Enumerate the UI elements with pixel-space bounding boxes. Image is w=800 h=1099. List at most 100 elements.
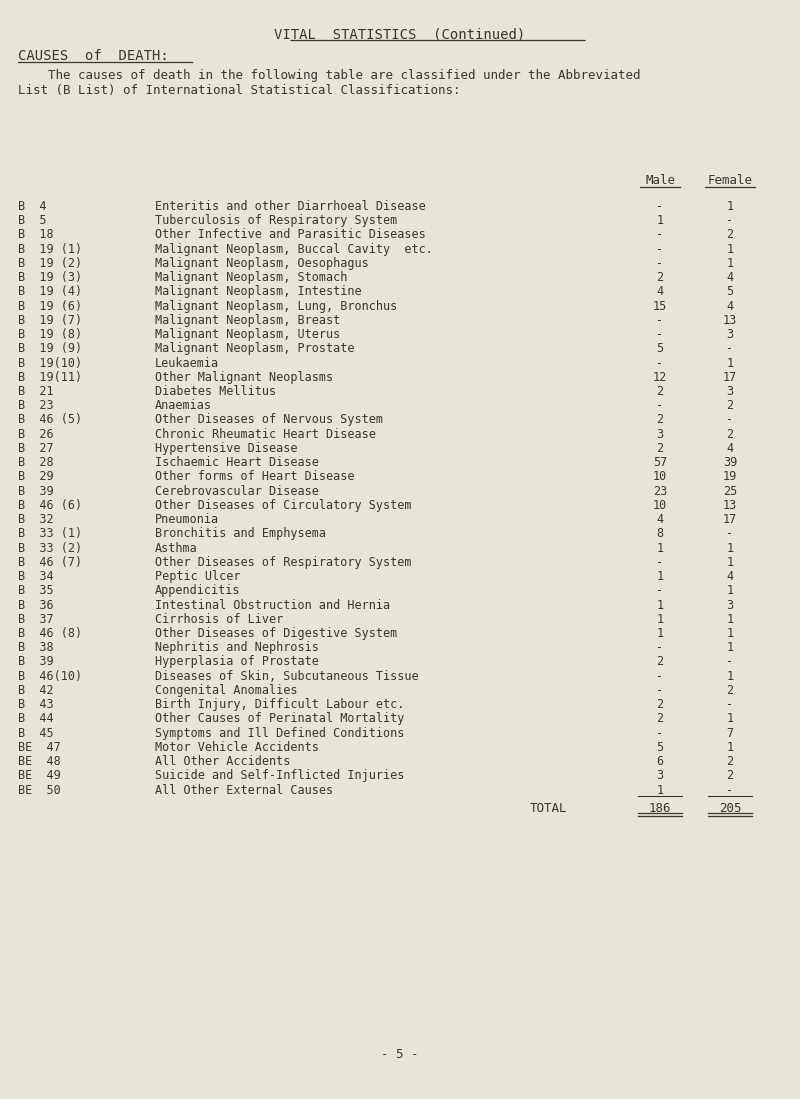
Text: 17: 17 — [723, 513, 737, 526]
Text: 1: 1 — [726, 356, 734, 369]
Text: 1: 1 — [657, 613, 663, 625]
Text: List (B List) of International Statistical Classifications:: List (B List) of International Statistic… — [18, 84, 461, 97]
Text: Cirrhosis of Liver: Cirrhosis of Liver — [155, 613, 283, 625]
Text: Hypertensive Disease: Hypertensive Disease — [155, 442, 298, 455]
Text: Malignant Neoplasm, Prostate: Malignant Neoplasm, Prostate — [155, 343, 354, 355]
Text: Bronchitis and Emphysema: Bronchitis and Emphysema — [155, 528, 326, 541]
Text: 1: 1 — [726, 257, 734, 270]
Text: Malignant Neoplasm, Breast: Malignant Neoplasm, Breast — [155, 314, 340, 326]
Text: 5: 5 — [657, 343, 663, 355]
Text: B  43: B 43 — [18, 698, 54, 711]
Text: 5: 5 — [726, 286, 734, 299]
Text: B  38: B 38 — [18, 641, 54, 654]
Text: B  19 (3): B 19 (3) — [18, 271, 82, 285]
Text: -: - — [657, 329, 663, 341]
Text: 1: 1 — [657, 214, 663, 227]
Text: CAUSES  of  DEATH:: CAUSES of DEATH: — [18, 49, 169, 64]
Text: Other Diseases of Circulatory System: Other Diseases of Circulatory System — [155, 499, 411, 512]
Text: Other Diseases of Respiratory System: Other Diseases of Respiratory System — [155, 556, 411, 569]
Text: 7: 7 — [726, 726, 734, 740]
Text: 2: 2 — [726, 399, 734, 412]
Text: 4: 4 — [657, 286, 663, 299]
Text: B  36: B 36 — [18, 599, 54, 611]
Text: B  23: B 23 — [18, 399, 54, 412]
Text: 2: 2 — [657, 271, 663, 285]
Text: B  21: B 21 — [18, 385, 54, 398]
Text: Suicide and Self-Inflicted Injuries: Suicide and Self-Inflicted Injuries — [155, 769, 404, 782]
Text: -: - — [726, 698, 734, 711]
Text: 4: 4 — [726, 300, 734, 312]
Text: Anaemias: Anaemias — [155, 399, 212, 412]
Text: Chronic Rheumatic Heart Disease: Chronic Rheumatic Heart Disease — [155, 428, 376, 441]
Text: 3: 3 — [726, 599, 734, 611]
Text: 2: 2 — [657, 385, 663, 398]
Text: Other Causes of Perinatal Mortality: Other Causes of Perinatal Mortality — [155, 712, 404, 725]
Text: 1: 1 — [726, 626, 734, 640]
Text: 1: 1 — [726, 556, 734, 569]
Text: -: - — [657, 356, 663, 369]
Text: 4: 4 — [726, 271, 734, 285]
Text: Pneumonia: Pneumonia — [155, 513, 219, 526]
Text: Birth Injury, Difficult Labour etc.: Birth Injury, Difficult Labour etc. — [155, 698, 404, 711]
Text: 6: 6 — [657, 755, 663, 768]
Text: 1: 1 — [657, 599, 663, 611]
Text: -: - — [726, 528, 734, 541]
Text: 3: 3 — [726, 385, 734, 398]
Text: 4: 4 — [726, 570, 734, 584]
Text: -: - — [726, 784, 734, 797]
Text: 2: 2 — [726, 755, 734, 768]
Text: 19: 19 — [723, 470, 737, 484]
Text: B  46 (5): B 46 (5) — [18, 413, 82, 426]
Text: All Other Accidents: All Other Accidents — [155, 755, 290, 768]
Text: Leukaemia: Leukaemia — [155, 356, 219, 369]
Text: B  19 (2): B 19 (2) — [18, 257, 82, 270]
Text: 2: 2 — [657, 698, 663, 711]
Text: 2: 2 — [657, 442, 663, 455]
Text: B  45: B 45 — [18, 726, 54, 740]
Text: Asthma: Asthma — [155, 542, 198, 555]
Text: 186: 186 — [649, 802, 671, 814]
Text: Tuberculosis of Respiratory System: Tuberculosis of Respiratory System — [155, 214, 398, 227]
Text: -: - — [657, 314, 663, 326]
Text: Female: Female — [707, 174, 753, 187]
Text: 4: 4 — [657, 513, 663, 526]
Text: B  19 (6): B 19 (6) — [18, 300, 82, 312]
Text: Congenital Anomalies: Congenital Anomalies — [155, 684, 298, 697]
Text: B  32: B 32 — [18, 513, 54, 526]
Text: Peptic Ulcer: Peptic Ulcer — [155, 570, 241, 584]
Text: B  19(10): B 19(10) — [18, 356, 82, 369]
Text: B  19 (7): B 19 (7) — [18, 314, 82, 326]
Text: Hyperplasia of Prostate: Hyperplasia of Prostate — [155, 655, 319, 668]
Text: Malignant Neoplasm, Stomach: Malignant Neoplasm, Stomach — [155, 271, 347, 285]
Text: 1: 1 — [726, 243, 734, 256]
Text: B  19(11): B 19(11) — [18, 370, 82, 384]
Text: Other forms of Heart Disease: Other forms of Heart Disease — [155, 470, 354, 484]
Text: 3: 3 — [726, 329, 734, 341]
Text: 8: 8 — [657, 528, 663, 541]
Text: Enteritis and other Diarrhoeal Disease: Enteritis and other Diarrhoeal Disease — [155, 200, 426, 213]
Text: B  35: B 35 — [18, 585, 54, 597]
Text: Nephritis and Nephrosis: Nephritis and Nephrosis — [155, 641, 319, 654]
Text: - 5 -: - 5 - — [382, 1048, 418, 1061]
Text: 2: 2 — [726, 769, 734, 782]
Text: Male: Male — [645, 174, 675, 187]
Text: Other Diseases of Digestive System: Other Diseases of Digestive System — [155, 626, 398, 640]
Text: -: - — [657, 556, 663, 569]
Text: 12: 12 — [653, 370, 667, 384]
Text: Motor Vehicle Accidents: Motor Vehicle Accidents — [155, 741, 319, 754]
Text: 1: 1 — [726, 613, 734, 625]
Text: B  19 (8): B 19 (8) — [18, 329, 82, 341]
Text: Malignant Neoplasm, Buccal Cavity  etc.: Malignant Neoplasm, Buccal Cavity etc. — [155, 243, 433, 256]
Text: B  19 (1): B 19 (1) — [18, 243, 82, 256]
Text: 2: 2 — [726, 229, 734, 242]
Text: -: - — [657, 684, 663, 697]
Text: B  33 (2): B 33 (2) — [18, 542, 82, 555]
Text: -: - — [657, 726, 663, 740]
Text: All Other External Causes: All Other External Causes — [155, 784, 333, 797]
Text: 1: 1 — [726, 585, 734, 597]
Text: Cerebrovascular Disease: Cerebrovascular Disease — [155, 485, 319, 498]
Text: -: - — [657, 399, 663, 412]
Text: -: - — [726, 413, 734, 426]
Text: Intestinal Obstruction and Hernia: Intestinal Obstruction and Hernia — [155, 599, 390, 611]
Text: -: - — [726, 655, 734, 668]
